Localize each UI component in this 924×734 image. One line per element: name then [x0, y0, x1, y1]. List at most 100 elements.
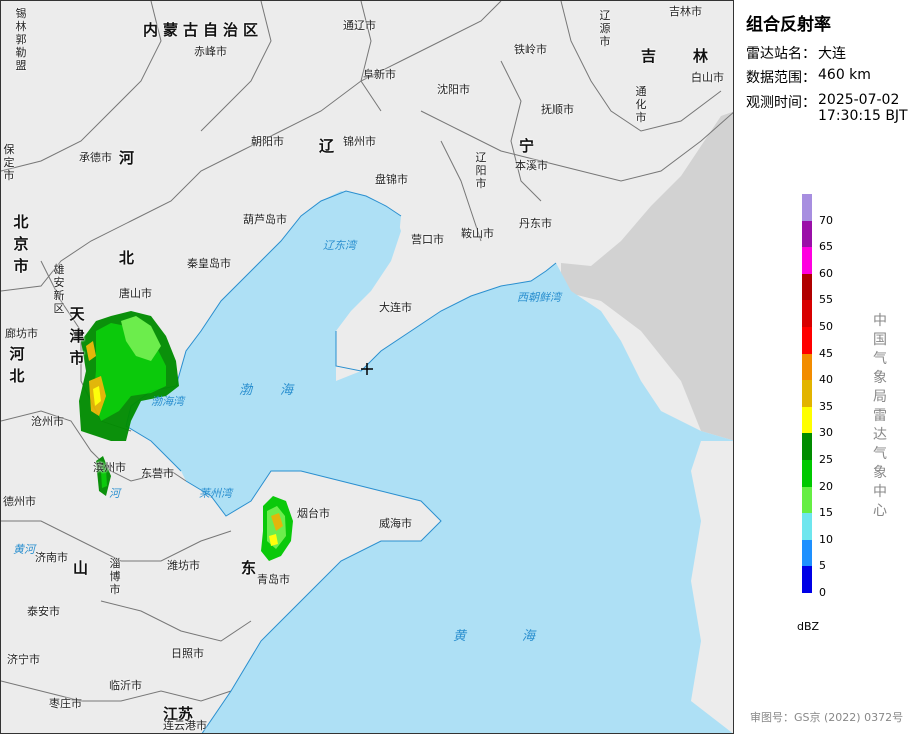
city-label-lianyungang: 连云港市 — [163, 719, 207, 732]
station-row: 雷达站名： 大连 — [746, 43, 846, 63]
city-label-chifeng: 赤峰市 — [194, 45, 227, 58]
city-label-anshan: 鞍山市 — [461, 227, 494, 240]
river-label-huanghe: 黄河 — [13, 543, 35, 556]
province-label-tianjin: 天津市 — [69, 305, 85, 367]
city-label-yantai: 烟台市 — [297, 507, 330, 520]
city-label-taian: 泰安市 — [27, 605, 60, 618]
city-label-tieling: 铁岭市 — [514, 43, 547, 56]
province-label-jiangsu: 江苏 — [163, 705, 194, 723]
time-value: 2025-07-02 17:30:15 BJT — [818, 92, 908, 124]
time-clock: 17:30:15 BJT — [818, 108, 908, 124]
sea-label-huanghai: 黄海 — [453, 629, 592, 644]
province-label-shandong: 山 — [73, 559, 89, 577]
city-label-rizhao: 日照市 — [171, 647, 204, 660]
legend-swatch-65 — [802, 220, 812, 248]
station-label: 雷达站名： — [746, 46, 816, 62]
city-label-jining: 济宁市 — [7, 653, 40, 666]
range-label: 数据范围： — [746, 70, 816, 86]
legend-label-5: 5 — [819, 559, 826, 573]
legend-label-65: 65 — [819, 240, 833, 254]
city-label-jinan: 济南市 — [35, 551, 68, 564]
radar-station-marker — [361, 363, 373, 375]
legend-label-70: 70 — [819, 213, 833, 227]
city-label-chaoyang: 朝阳市 — [251, 135, 284, 148]
legend-label-20: 20 — [819, 479, 833, 493]
legend-label-55: 55 — [819, 293, 833, 307]
province-label-xilinguole: 锡林郭勒盟 — [15, 7, 27, 72]
city-label-yingkou: 营口市 — [411, 233, 444, 246]
legend-swatch-25 — [802, 433, 812, 460]
legend-label-60: 60 — [819, 266, 833, 280]
province-label-neimenggu: 内蒙古自治区 — [143, 21, 264, 39]
agency-label: 中国气象局雷达气象中心 — [873, 313, 887, 519]
legend-label-30: 30 — [819, 426, 833, 440]
radar-echo-tianjin — [79, 311, 179, 496]
city-label-zaozhuang: 枣庄市 — [49, 697, 82, 710]
city-label-weihai: 威海市 — [379, 517, 412, 530]
legend-swatch-40 — [802, 353, 812, 381]
city-label-dongying: 东营市 — [141, 467, 174, 480]
radar-map[interactable]: 内蒙古自治区 锡林郭勒盟 河 北 北京市 天津市 河北 辽 宁 吉 林 山 东 … — [0, 0, 734, 734]
foreign-area — [561, 111, 733, 441]
city-label-tongliao: 通辽市 — [343, 19, 376, 32]
legend-label-25: 25 — [819, 453, 833, 466]
province-label-hebei-1: 河 — [119, 149, 140, 167]
legend-swatch-30 — [802, 406, 812, 434]
range-row: 数据范围： 460 km — [746, 67, 871, 87]
city-label-tangshan: 唐山市 — [119, 287, 152, 300]
city-label-huludao: 葫芦岛市 — [243, 213, 287, 226]
city-label-qingdao: 青岛市 — [257, 573, 290, 586]
station-value: 大连 — [818, 46, 846, 62]
legend-swatch-55 — [802, 273, 812, 301]
legend-swatch-50 — [802, 300, 812, 327]
legend-swatch-45 — [802, 326, 812, 354]
sea-area — [126, 191, 733, 733]
city-label-linyi: 临沂市 — [109, 679, 142, 692]
city-label-dezhou: 德州市 — [3, 495, 36, 508]
sea-label-liaodong-bay: 辽东湾 — [323, 239, 356, 252]
city-label-liaoyang: 辽阳市 — [475, 151, 487, 190]
city-label-shenyang: 沈阳市 — [437, 83, 470, 96]
city-label-dalian: 大连市 — [379, 301, 412, 314]
city-label-jilin: 吉林市 — [669, 5, 702, 18]
river-label-1: 河 — [109, 487, 120, 500]
province-label-beijing: 北京市 — [13, 213, 29, 275]
province-label-liaoning-b: 宁 — [519, 137, 535, 155]
legend-swatch-20 — [802, 459, 812, 487]
legend-swatch-10 — [802, 513, 812, 540]
legend-label-45: 45 — [819, 346, 833, 360]
legend-unit: dBZ — [797, 620, 820, 633]
time-label: 观测时间： — [746, 95, 816, 111]
legend-label-50: 50 — [819, 320, 833, 333]
city-label-chengde: 承德市 — [79, 151, 112, 164]
city-label-weifang: 潍坊市 — [167, 559, 200, 572]
city-label-liaoyuan: 辽源市 — [599, 9, 611, 48]
city-label-jinzhou: 锦州市 — [343, 135, 376, 148]
city-label-qinhuangdao: 秦皇岛市 — [187, 257, 231, 270]
sea-label-bohai: 渤海 — [239, 383, 322, 398]
city-label-dandong: 丹东市 — [519, 217, 552, 230]
city-label-fushun: 抚顺市 — [541, 103, 574, 116]
city-label-zibo: 淄博市 — [109, 557, 121, 596]
time-date: 2025-07-02 — [818, 92, 900, 108]
province-label-hebei-1b: 北 — [119, 249, 140, 267]
legend-label-40: 40 — [819, 373, 833, 387]
radar-echo-yantai — [261, 496, 293, 561]
color-legend — [802, 194, 812, 593]
base-map — [1, 1, 733, 733]
legend-swatch-15 — [802, 486, 812, 514]
province-label-shandong-b: 东 — [241, 559, 257, 577]
province-label-jilin: 吉 — [641, 47, 657, 65]
sea-label-laizhou-bay: 莱州湾 — [199, 487, 232, 500]
sea-label-bohai-bay: 渤海湾 — [151, 395, 184, 408]
province-label-jilin-b: 林 — [693, 47, 709, 65]
city-label-baishan: 白山市 — [691, 71, 724, 84]
legend-label-10: 10 — [819, 532, 833, 546]
legend-swatch-0 — [802, 566, 812, 593]
time-row: 观测时间： 2025-07-02 17:30:15 BJT — [746, 92, 908, 124]
city-label-tonghua: 通化市 — [635, 85, 647, 124]
range-value: 460 km — [818, 67, 871, 83]
review-number: 审图号：GS京 (2022) 0372号 — [750, 711, 904, 724]
city-label-binzhou: 滨州市 — [93, 461, 126, 474]
